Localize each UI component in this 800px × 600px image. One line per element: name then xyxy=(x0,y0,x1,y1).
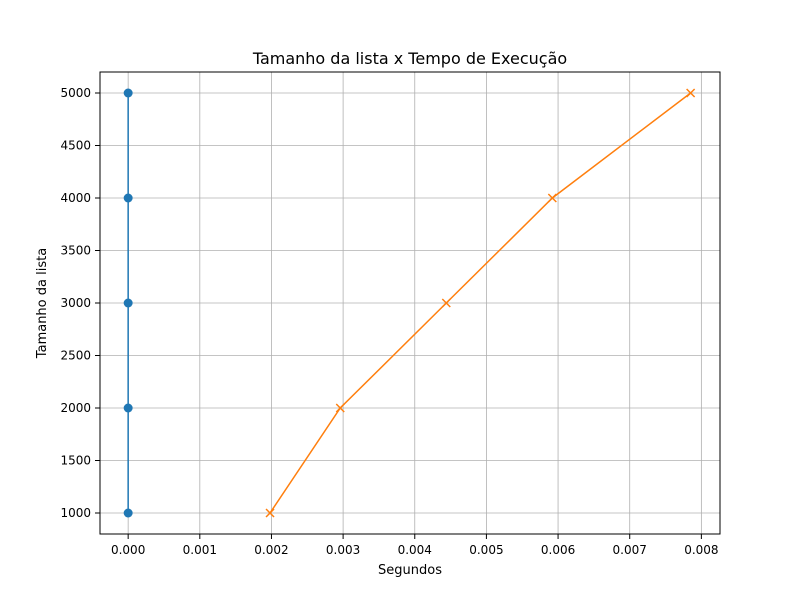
series-0-point xyxy=(123,508,133,518)
x-tick-label: 0.007 xyxy=(613,543,647,557)
y-tick-label: 3500 xyxy=(60,244,91,258)
y-tick-label: 4500 xyxy=(60,139,91,153)
series-1-point xyxy=(441,298,451,308)
series-1-point xyxy=(686,88,696,98)
series-1-point xyxy=(547,193,557,203)
x-tick-label: 0.008 xyxy=(684,543,718,557)
series-0-point xyxy=(123,193,133,203)
y-axis-label: Tamanho da lista xyxy=(35,248,50,359)
y-tick-label: 1000 xyxy=(60,506,91,520)
y-axis-ticks: 1000 1500 2000 2500 3000 3500 4000 4500 5000 xyxy=(60,86,100,520)
y-tick-label: 2500 xyxy=(60,349,91,363)
series-1-point xyxy=(265,508,275,518)
plot-series xyxy=(123,88,696,518)
y-tick-label: 3000 xyxy=(60,296,91,310)
series-1-point xyxy=(335,403,345,413)
y-tick-label: 2000 xyxy=(60,401,91,415)
series-0-point xyxy=(123,298,133,308)
grid xyxy=(100,72,720,534)
chart-title: Tamanho da lista x Tempo de Execução xyxy=(252,49,567,68)
y-tick-label: 4000 xyxy=(60,191,91,205)
x-tick-label: 0.003 xyxy=(326,543,360,557)
y-tick-label: 5000 xyxy=(60,86,91,100)
x-axis-ticks: 0.000 0.001 0.002 0.003 0.004 0.005 0.006 0.007… xyxy=(111,534,719,557)
x-tick-label: 0.001 xyxy=(183,543,217,557)
x-tick-label: 0.006 xyxy=(541,543,575,557)
y-tick-label: 1500 xyxy=(60,454,91,468)
x-tick-label: 0.000 xyxy=(111,543,145,557)
series-0-point xyxy=(123,88,133,98)
x-tick-label: 0.004 xyxy=(398,543,432,557)
x-tick-label: 0.005 xyxy=(469,543,503,557)
series-0-point xyxy=(123,403,133,413)
x-axis-label: Segundos xyxy=(378,563,442,578)
x-tick-label: 0.002 xyxy=(254,543,288,557)
